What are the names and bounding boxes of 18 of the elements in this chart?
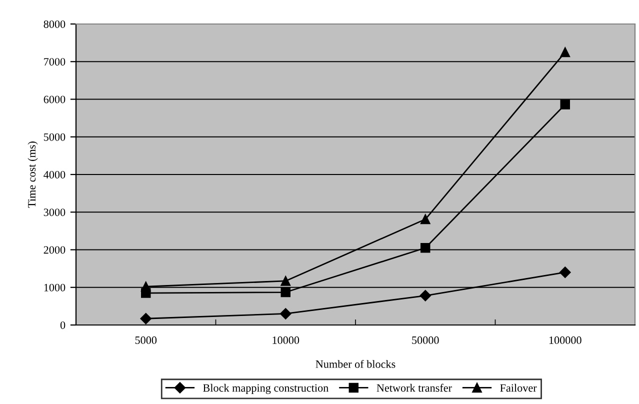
- x-tick-label: 10000: [272, 336, 300, 344]
- y-tick-label: 4000: [44, 170, 66, 178]
- y-tick-label: 6000: [44, 96, 66, 104]
- y-tick-label: 5000: [44, 133, 66, 141]
- y-tick-label: 8000: [44, 20, 66, 28]
- legend-label: Block mapping construction: [203, 384, 328, 394]
- x-tick-label: 5000: [135, 336, 157, 344]
- y-tick-label: 3000: [44, 208, 66, 216]
- x-tick-label: 50000: [412, 336, 439, 344]
- y-axis-title: Time cost (ms): [28, 142, 38, 208]
- y-tick-label: 7000: [44, 58, 66, 66]
- y-tick-label: 0: [60, 321, 66, 329]
- y-tick-label: 1000: [44, 284, 66, 292]
- y-tick-label: 2000: [44, 246, 66, 254]
- x-axis-title: Number of blocks: [316, 360, 396, 368]
- legend-label: Network transfer: [376, 384, 452, 392]
- legend-label: Failover: [500, 384, 537, 392]
- x-tick-label: 100000: [549, 336, 582, 344]
